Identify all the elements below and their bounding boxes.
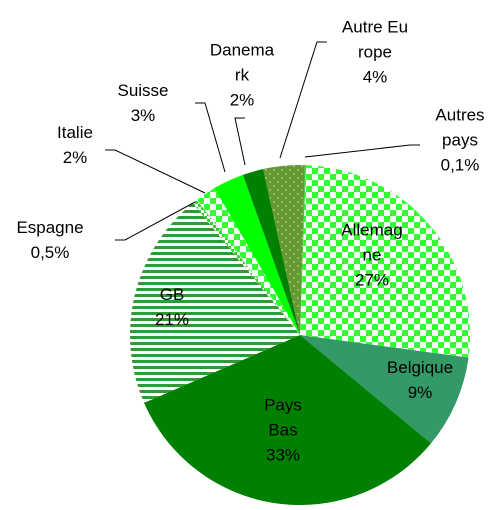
pie-slice xyxy=(130,203,300,403)
value-label: 33% xyxy=(265,445,301,465)
value-label: 27% xyxy=(354,270,390,290)
category-label: Espagne xyxy=(16,218,84,237)
slice-label: Belgique 9% xyxy=(360,355,480,405)
pie-slice xyxy=(214,174,300,335)
leader-line xyxy=(105,149,206,194)
pie-slice xyxy=(300,165,306,335)
slice-label: Autre Europe 4% xyxy=(340,15,410,90)
slice-label: Danemark 2% xyxy=(209,38,276,113)
category-label: Suisse xyxy=(117,81,169,100)
value-label: 3% xyxy=(130,106,156,125)
category-label: Allemagne xyxy=(341,220,403,265)
value-label: 4% xyxy=(362,67,388,87)
pie-slice xyxy=(144,335,432,505)
pie-slice xyxy=(263,164,305,335)
slice-label: Italie 2% xyxy=(15,120,135,170)
leader-line xyxy=(304,144,420,158)
category-label: Pays Bas xyxy=(264,395,302,440)
value-label: 0,5% xyxy=(30,243,70,262)
category-label: GB xyxy=(159,285,185,304)
pie-slice xyxy=(300,165,471,358)
leader-line xyxy=(279,41,327,159)
category-label: Autres pays xyxy=(435,105,485,150)
pie-slice xyxy=(300,335,469,444)
pie-slice xyxy=(196,188,300,335)
slice-label: GB 21% xyxy=(112,282,232,332)
slice-label: Autres pays 0,1% xyxy=(430,103,490,178)
pie-slice xyxy=(242,169,300,335)
category-label: Belgique xyxy=(386,358,454,377)
value-label: 9% xyxy=(407,383,433,402)
value-label: 0,1% xyxy=(440,155,480,175)
value-label: 2% xyxy=(62,148,88,167)
category-label: Autre Europe xyxy=(341,17,409,62)
slice-label: Allemagne 27% xyxy=(339,218,405,293)
value-label: 2% xyxy=(229,90,255,110)
category-label: Danemark xyxy=(209,40,275,85)
slice-label: Espagne 0,5% xyxy=(0,215,110,265)
value-label: 21% xyxy=(154,310,190,329)
slice-label: Suisse 3% xyxy=(83,78,203,128)
leader-line xyxy=(195,102,226,173)
pie-slice xyxy=(192,199,300,335)
leader-line xyxy=(234,117,246,166)
category-label: Italie xyxy=(57,123,93,142)
slice-label: Pays Bas 33% xyxy=(258,393,308,468)
leader-line xyxy=(115,201,196,241)
